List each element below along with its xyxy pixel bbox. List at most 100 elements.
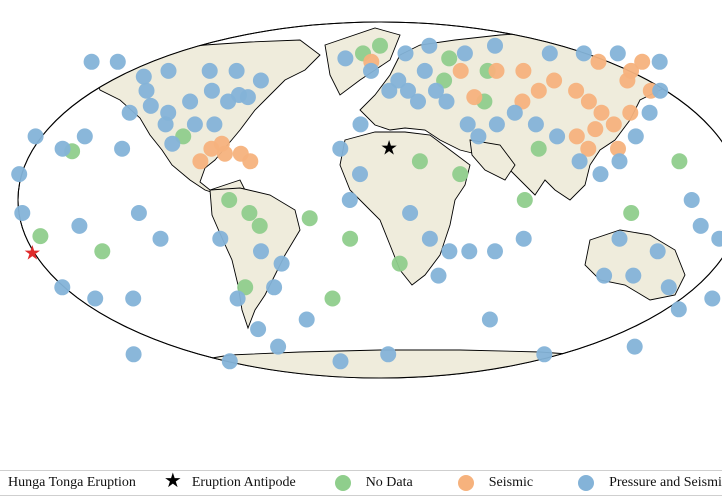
map-border xyxy=(17,21,722,379)
station-pressure-seismic xyxy=(157,116,174,133)
station-pressure-seismic xyxy=(332,140,349,157)
station-pressure-seismic xyxy=(138,82,155,99)
station-pressure-seismic xyxy=(487,243,503,260)
station-pressure-seismic xyxy=(337,50,354,67)
station-pressure-seismic xyxy=(481,311,498,328)
station-pressure-seismic xyxy=(541,45,558,62)
station-seismic xyxy=(568,82,585,99)
station-pressure-seismic xyxy=(652,82,669,99)
station-markers: ★★ xyxy=(11,37,722,370)
station-pressure-seismic xyxy=(228,62,245,79)
station-no-data xyxy=(301,210,318,227)
station-seismic xyxy=(216,145,233,162)
station-pressure-seismic xyxy=(416,62,433,79)
station-pressure-seismic xyxy=(400,82,416,99)
legend-label-pressure-seismic: Pressure and Seismic xyxy=(609,475,722,490)
station-pressure-seismic xyxy=(266,279,283,296)
station-pressure-seismic xyxy=(487,37,503,54)
station-pressure-seismic xyxy=(592,166,609,183)
station-pressure-seismic xyxy=(536,346,553,363)
station-no-data xyxy=(452,166,469,183)
station-pressure-seismic xyxy=(229,290,246,307)
station-pressure-seismic xyxy=(575,45,592,62)
station-pressure-seismic xyxy=(461,243,478,260)
station-pressure-seismic xyxy=(270,338,287,355)
legend-label-antipode: Eruption Antipode xyxy=(191,475,296,490)
station-pressure-seismic xyxy=(253,243,269,260)
legend-item-no-data: No Data xyxy=(332,474,413,492)
station-no-data xyxy=(251,217,268,234)
station-pressure-seismic xyxy=(704,290,721,307)
station-pressure-seismic xyxy=(83,53,100,70)
station-pressure-seismic xyxy=(488,116,505,133)
station-seismic xyxy=(587,121,604,138)
station-pressure-seismic xyxy=(186,116,203,133)
eruption-antipode-star-icon: ★ xyxy=(380,138,398,160)
station-pressure-seismic xyxy=(456,45,473,62)
station-seismic xyxy=(568,128,585,145)
station-pressure-seismic xyxy=(142,97,159,114)
station-pressure-seismic xyxy=(515,230,532,247)
station-pressure-seismic xyxy=(239,89,256,106)
station-pressure-seismic xyxy=(549,128,566,145)
station-no-data xyxy=(237,279,254,296)
station-no-data xyxy=(671,153,688,170)
station-no-data xyxy=(516,192,533,208)
station-pressure-seismic xyxy=(380,346,397,363)
hunga-tonga-eruption-star-icon: ★ xyxy=(23,243,41,265)
station-pressure-seismic xyxy=(352,166,368,183)
station-pressure-seismic xyxy=(252,72,269,89)
station-pressure-seismic xyxy=(641,104,658,121)
station-seismic xyxy=(610,140,626,157)
station-pressure-seismic xyxy=(152,230,169,247)
station-pressure-seismic xyxy=(298,311,315,328)
station-pressure-seismic xyxy=(692,217,709,234)
station-pressure-seismic xyxy=(390,72,407,89)
station-pressure-seismic xyxy=(651,53,668,70)
station-pressure-seismic xyxy=(125,290,142,307)
station-pressure-seismic xyxy=(683,192,700,208)
legend-label-eruption: Hunga Tonga Eruption xyxy=(8,475,136,490)
station-no-data xyxy=(411,153,428,170)
station-pressure-seismic xyxy=(182,93,199,110)
station-seismic xyxy=(514,93,531,110)
station-pressure-seismic xyxy=(711,230,722,247)
seismic-dot-icon xyxy=(455,474,477,492)
station-pressure-seismic xyxy=(430,267,447,284)
station-pressure-seismic xyxy=(363,62,379,79)
station-pressure-seismic xyxy=(114,140,131,157)
station-pressure-seismic xyxy=(341,192,358,208)
station-pressure-seismic xyxy=(402,205,419,221)
arabia xyxy=(469,139,516,181)
legend-label-seismic: Seismic xyxy=(488,475,534,490)
legend: Hunga Tonga Eruption ★ Eruption Antipode… xyxy=(0,470,722,496)
station-pressure-seismic xyxy=(164,135,181,152)
station-pressure-seismic xyxy=(125,346,142,363)
station-pressure-seismic xyxy=(11,166,28,183)
station-no-data xyxy=(241,205,258,221)
station-pressure-seismic xyxy=(160,62,177,79)
station-pressure-seismic xyxy=(121,104,138,121)
station-pressure-seismic xyxy=(625,267,642,284)
station-pressure-seismic xyxy=(27,128,44,145)
station-pressure-seismic xyxy=(438,93,455,110)
station-pressure-seismic xyxy=(130,205,147,221)
station-seismic xyxy=(192,153,209,170)
station-no-data xyxy=(342,230,359,247)
station-pressure-seismic xyxy=(212,230,229,247)
station-pressure-seismic xyxy=(54,279,71,296)
station-pressure-seismic xyxy=(109,53,126,70)
station-pressure-seismic xyxy=(54,140,71,157)
station-no-data xyxy=(372,37,388,54)
station-pressure-seismic xyxy=(203,82,220,99)
south-america xyxy=(209,187,301,330)
legend-item-seismic: Seismic xyxy=(455,474,533,492)
station-seismic xyxy=(515,62,532,79)
station-no-data xyxy=(530,140,547,157)
station-seismic xyxy=(580,140,597,157)
station-pressure-seismic xyxy=(250,321,267,338)
station-pressure-seismic xyxy=(609,45,626,62)
world-map: ★★ xyxy=(11,21,722,379)
station-seismic xyxy=(530,82,547,99)
station-no-data xyxy=(623,205,640,221)
